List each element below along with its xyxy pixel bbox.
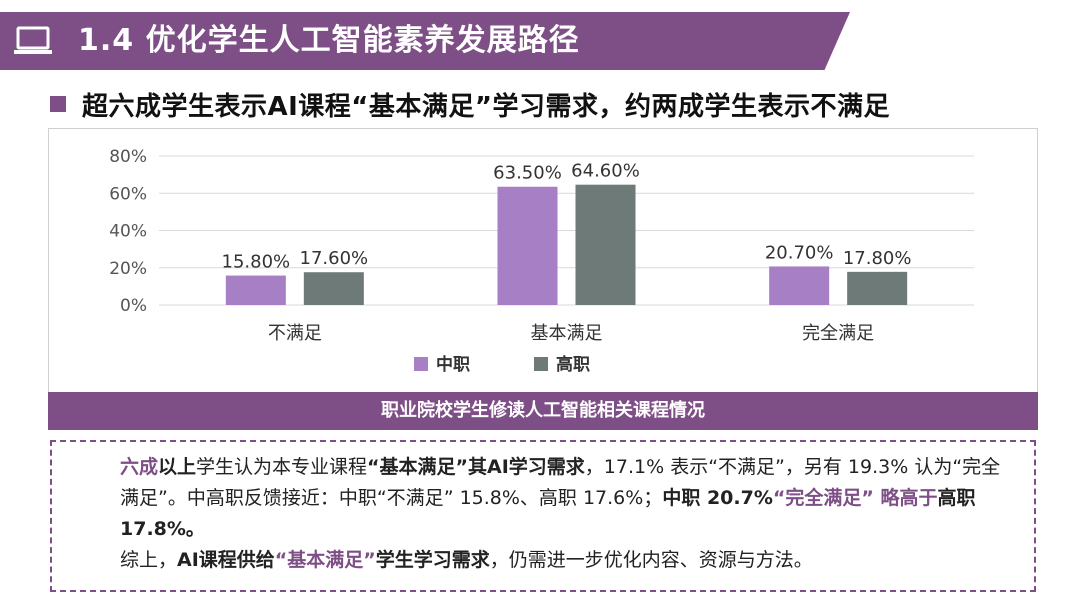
- text-segment: 综上，: [120, 549, 178, 571]
- computer-icon: [14, 26, 52, 54]
- category-label: 基本满足: [531, 323, 603, 344]
- header-banner: 1.4 优化学生人工智能素养发展路径: [0, 12, 850, 70]
- bar-gaozhi: [847, 271, 908, 305]
- highlight-text: 略高于: [873, 487, 938, 509]
- legend-swatch: [534, 357, 548, 371]
- summary-text-box: 六成以上学生认为本专业课程“基本满足”其AI学习需求，17.1% 表示“不满足”…: [50, 440, 1036, 592]
- summary-paragraph-1: 六成以上学生认为本专业课程“基本满足”其AI学习需求，17.1% 表示“不满足”…: [76, 452, 1010, 545]
- data-label: 17.60%: [300, 248, 369, 269]
- highlight-text: “基本满足”: [274, 549, 376, 571]
- bar-gaozhi: [575, 184, 636, 305]
- bold-text: 学生学习需求: [375, 549, 490, 571]
- slide-subtitle: 超六成学生表示AI课程“基本满足”学习需求，约两成学生表示不满足: [82, 91, 890, 122]
- data-label: 20.70%: [765, 242, 834, 263]
- category-label: 不满足: [268, 323, 322, 344]
- chart-container: 0% 20% 40% 60% 80% 15.80% 17.60% 不满足 63.50% 64.60…: [48, 128, 1038, 394]
- bar-chart: 0% 20% 40% 60% 80% 15.80% 17.60% 不满足 63.50% 64.60…: [109, 147, 974, 375]
- y-tick-label: 20%: [109, 259, 147, 279]
- highlight-text: “完全满足”: [772, 487, 874, 509]
- bar-zhongzhi: [497, 186, 558, 305]
- bold-text: “基本满足”其AI学习需求: [367, 456, 585, 478]
- square-bullet-icon: [50, 96, 66, 112]
- bold-text: 中职 20.7%: [662, 487, 773, 509]
- subtitle-row: 超六成学生表示AI课程“基本满足”学习需求，约两成学生表示不满足: [50, 86, 890, 122]
- y-tick-label: 0%: [120, 296, 147, 316]
- category-label: 完全满足: [802, 323, 874, 344]
- y-tick-label: 40%: [109, 222, 147, 242]
- bar-gaozhi: [303, 272, 364, 305]
- bar-zhongzhi: [769, 266, 830, 305]
- bold-text: 高职17.8%。: [120, 487, 976, 540]
- text-segment: ，仍需进一步优化内容、资源与方法。: [489, 549, 813, 571]
- text-segment: ，17.1% 表示“不满足”，另有 19.3% 认为“完全满足”。中高职反馈接近…: [120, 456, 1001, 509]
- data-label: 15.80%: [222, 252, 291, 273]
- bold-text: 以上: [158, 456, 197, 478]
- page-title: 1.4 优化学生人工智能素养发展路径: [78, 23, 580, 58]
- y-tick-label: 60%: [109, 184, 147, 204]
- chart-caption: 职业院校学生修读人工智能相关课程情况: [48, 392, 1038, 430]
- legend-label: 中职: [436, 354, 470, 375]
- summary-paragraph-2: 综上，AI课程供给“基本满足”学生学习需求，仍需进一步优化内容、资源与方法。: [76, 545, 1010, 576]
- data-label: 63.50%: [493, 163, 562, 184]
- y-tick-label: 80%: [109, 147, 147, 167]
- data-label: 64.60%: [571, 161, 640, 182]
- highlight-text: 六成: [120, 456, 159, 478]
- legend-label: 高职: [556, 354, 590, 375]
- legend-swatch: [414, 357, 428, 371]
- bar-zhongzhi: [225, 275, 286, 305]
- text-segment: 学生认为本专业课程: [196, 456, 368, 478]
- data-label: 17.80%: [843, 248, 912, 269]
- bold-text: AI课程供给: [177, 549, 275, 571]
